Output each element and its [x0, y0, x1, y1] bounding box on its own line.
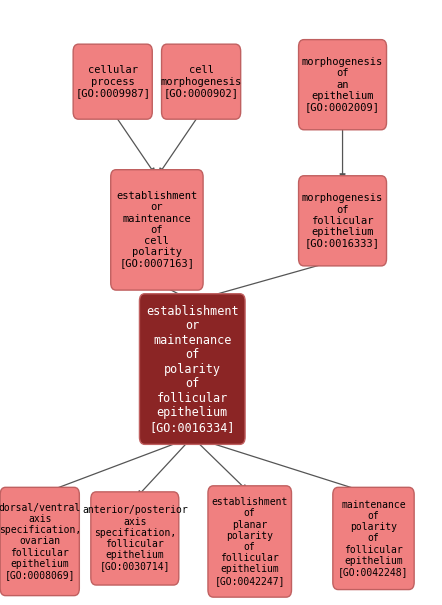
FancyBboxPatch shape: [0, 488, 80, 595]
FancyBboxPatch shape: [91, 492, 179, 585]
FancyBboxPatch shape: [110, 170, 203, 290]
FancyBboxPatch shape: [299, 175, 386, 266]
Text: morphogenesis
of
an
epithelium
[GO:0002009]: morphogenesis of an epithelium [GO:00020…: [302, 57, 383, 112]
FancyBboxPatch shape: [73, 44, 152, 119]
FancyBboxPatch shape: [208, 486, 292, 597]
Text: establishment
or
maintenance
of
polarity
of
follicular
epithelium
[GO:0016334]: establishment or maintenance of polarity…: [146, 304, 239, 434]
FancyBboxPatch shape: [333, 488, 414, 589]
Text: maintenance
of
polarity
of
follicular
epithelium
[GO:0042248]: maintenance of polarity of follicular ep…: [338, 500, 409, 577]
Text: morphogenesis
of
follicular
epithelium
[GO:0016333]: morphogenesis of follicular epithelium […: [302, 194, 383, 248]
Text: anterior/posterior
axis
specification,
follicular
epithelium
[GO:0030714]: anterior/posterior axis specification, f…: [82, 505, 188, 572]
FancyBboxPatch shape: [299, 40, 386, 130]
FancyBboxPatch shape: [162, 44, 240, 119]
Text: cell
morphogenesis
[GO:0000902]: cell morphogenesis [GO:0000902]: [160, 65, 242, 98]
FancyBboxPatch shape: [140, 294, 245, 444]
Text: cellular
process
[GO:0009987]: cellular process [GO:0009987]: [75, 65, 150, 98]
Text: dorsal/ventral
axis
specification,
ovarian
follicular
epithelium
[GO:0008069]: dorsal/ventral axis specification, ovari…: [0, 503, 81, 580]
Text: establishment
or
maintenance
of
cell
polarity
[GO:0007163]: establishment or maintenance of cell pol…: [116, 191, 198, 269]
Text: establishment
of
planar
polarity
of
follicular
epithelium
[GO:0042247]: establishment of planar polarity of foll…: [212, 497, 288, 586]
